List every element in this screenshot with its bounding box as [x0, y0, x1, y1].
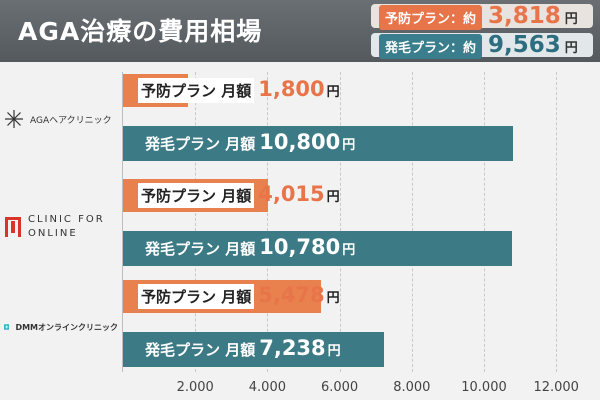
grid-line	[411, 72, 413, 372]
clinic-logo-aga-hair: AGAヘアクリニック	[4, 104, 118, 134]
bar-unit-label: 円	[326, 85, 340, 100]
average-hair-label: 発毛プラン：約	[379, 34, 483, 59]
average-prevent-value: 3,818	[488, 3, 561, 29]
hair-bar-label: 発毛プラン 月額 7,238 円	[145, 336, 341, 360]
average-prevent-plan: 予防プラン：約 3,818 円	[371, 3, 593, 30]
x-tick-label: 4.000	[248, 380, 286, 395]
grid-line	[484, 72, 485, 372]
plan-label: 発毛プラン 月額	[145, 341, 256, 359]
bar-unit-label: 円	[342, 138, 356, 153]
grid-line	[195, 72, 197, 372]
bar-unit-label: 円	[342, 243, 356, 258]
bar-value-label: 5,478	[258, 283, 325, 307]
clinic-logo-line-1: CLINIC FOR	[28, 214, 105, 225]
starburst-icon	[5, 110, 23, 128]
plan-label: 発毛プラン 月額	[145, 240, 256, 258]
bar-chart: AGAヘアクリニック CLINIC FOR ONLINE DMMオンラインクリニ…	[0, 62, 600, 400]
bar-value-label: 1,800	[258, 77, 325, 101]
hair-bar-label: 発毛プラン 月額 10,800 円	[145, 130, 355, 154]
average-hair-unit: 円	[564, 41, 578, 56]
clinic-cross-icon	[5, 217, 21, 237]
prevent-bar-label: 予防プラン 月額 4,015 円	[138, 182, 340, 208]
grid-line	[267, 72, 269, 372]
y-axis-line	[122, 72, 123, 372]
grid-line	[339, 72, 341, 372]
prevent-bar-label: 予防プラン 月額 1,800 円	[138, 77, 340, 103]
grid-line	[556, 72, 558, 372]
x-tick-label: 6.000	[320, 380, 359, 395]
bar-unit-label: 円	[326, 190, 340, 205]
average-hair-value: 9,563	[488, 32, 561, 58]
bar-value-label: 10,780	[259, 235, 341, 259]
x-tick-label: 8.000	[393, 380, 431, 395]
x-tick-label: 10.000	[461, 380, 507, 395]
plan-label: 予防プラン 月額	[138, 183, 255, 208]
bar-value-label: 7,238	[259, 336, 326, 360]
bar-value-label: 10,800	[259, 130, 341, 154]
clinic-logo-dmm: DMMオンラインクリニック	[4, 312, 118, 342]
bar-unit-label: 円	[327, 344, 341, 359]
chart-title: AGA治療の費用相場	[18, 17, 263, 46]
bar-unit-label: 円	[326, 291, 340, 306]
bar-value-label: 4,015	[258, 182, 325, 206]
hair-bar	[123, 126, 513, 161]
x-tick-label: 12.000	[533, 380, 579, 395]
hair-bar	[123, 332, 385, 367]
dmm-plus-icon	[4, 324, 10, 330]
x-tick-label: 2.000	[176, 380, 214, 395]
prevent-bar-label: 予防プラン 月額 5,478 円	[138, 283, 340, 309]
plan-label: 予防プラン 月額	[138, 284, 255, 309]
plan-label: 発毛プラン 月額	[145, 135, 256, 153]
average-hair-plan: 発毛プラン：約 9,563 円	[371, 32, 593, 59]
hair-bar	[123, 231, 513, 266]
plan-label: 予防プラン 月額	[138, 78, 255, 103]
hair-bar-label: 発毛プラン 月額 10,780 円	[145, 235, 355, 259]
clinic-logo-line-2: ONLINE	[28, 228, 78, 239]
clinic-logo-text: DMMオンラインクリニック	[15, 322, 118, 332]
clinic-logo-clinic-for-online: CLINIC FOR ONLINE	[4, 212, 118, 242]
clinic-logo-text: AGAヘアクリニック	[30, 115, 112, 126]
average-prevent-unit: 円	[564, 12, 578, 27]
average-prevent-label: 予防プラン：約	[379, 5, 483, 30]
